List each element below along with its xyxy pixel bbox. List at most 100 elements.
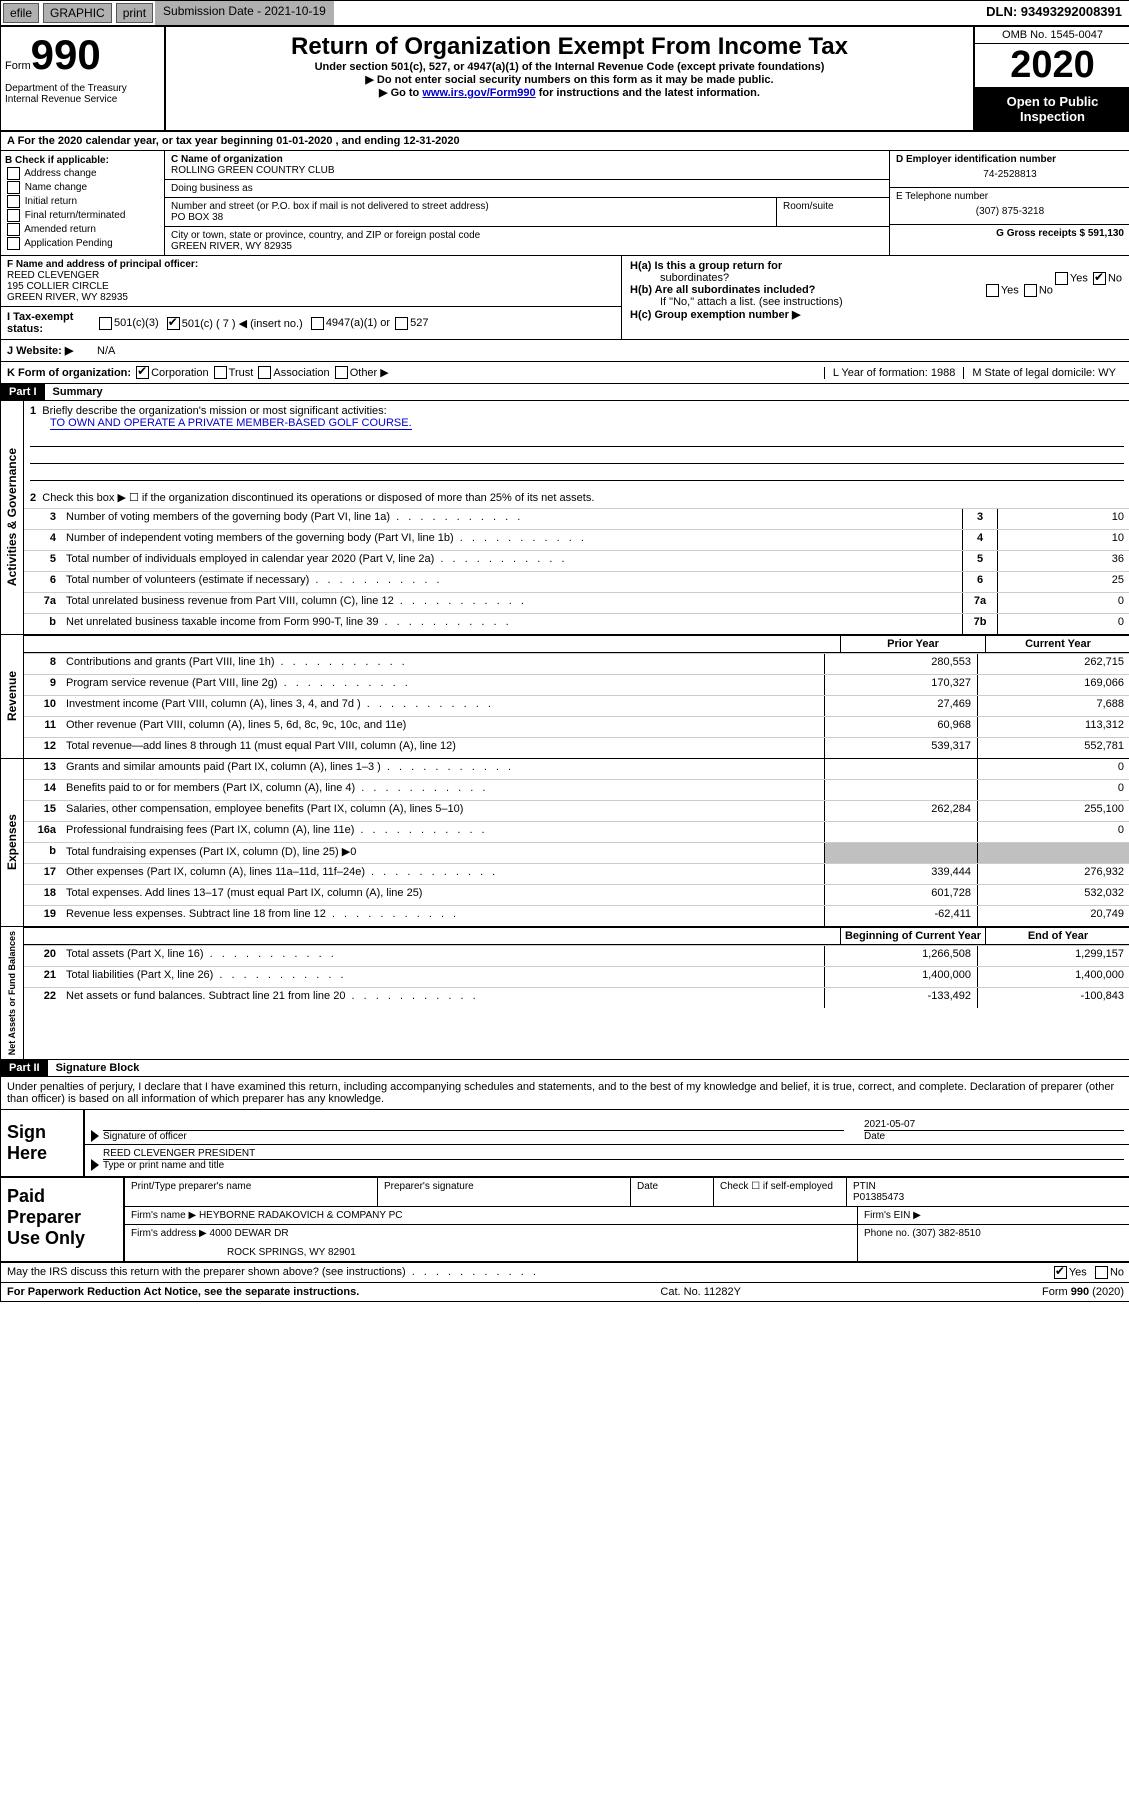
sign-here-label: Sign Here: [1, 1110, 83, 1176]
sign-block: Sign Here Signature of officer 2021-05-0…: [1, 1110, 1129, 1178]
graphic-btn[interactable]: GRAPHIC: [43, 3, 112, 23]
ptin-value: P01385473: [853, 1192, 1124, 1203]
chk-527[interactable]: [395, 317, 408, 330]
discuss-yes[interactable]: [1054, 1266, 1067, 1279]
hb-no[interactable]: [1024, 284, 1037, 297]
gov-line-7a: 7aTotal unrelated business revenue from …: [24, 592, 1129, 613]
sig-name-label: Type or print name and title: [103, 1160, 1124, 1171]
row-f-h: F Name and address of principal officer:…: [1, 256, 1129, 340]
dba-label: Doing business as: [171, 183, 883, 194]
l-year-formation: L Year of formation: 1988: [824, 367, 964, 379]
irs-link[interactable]: www.irs.gov/Form990: [422, 87, 535, 99]
section-expenses: Expenses 13Grants and similar amounts pa…: [1, 759, 1129, 927]
vert-net-assets: Net Assets or Fund Balances: [1, 927, 24, 1059]
org-name: ROLLING GREEN COUNTRY CLUB: [171, 165, 883, 176]
footer-row: For Paperwork Reduction Act Notice, see …: [1, 1283, 1129, 1301]
ha-yes[interactable]: [1055, 272, 1068, 285]
hb-label: H(b) Are all subordinates included? Yes …: [630, 284, 1122, 296]
website-row: J Website: ▶ N/A: [1, 340, 1129, 362]
e-phone-label: E Telephone number: [896, 191, 1124, 202]
gov-line-7b: bNet unrelated business taxable income f…: [24, 613, 1129, 634]
form-version: Form 990 (2020): [1042, 1286, 1124, 1298]
d-ein-label: D Employer identification number: [896, 154, 1124, 165]
rev-col-headers: Prior YearCurrent Year: [24, 635, 1129, 653]
vert-expenses: Expenses: [1, 759, 24, 926]
k-label: K Form of organization:: [7, 367, 131, 379]
chk-501c[interactable]: [167, 317, 180, 330]
org-city: GREEN RIVER, WY 82935: [171, 241, 883, 252]
m-state: M State of legal domicile: WY: [963, 367, 1124, 379]
chk-trust[interactable]: [214, 366, 227, 379]
officer-name: REED CLEVENGER: [7, 270, 615, 281]
section-revenue: Revenue Prior YearCurrent Year 8Contribu…: [1, 635, 1129, 759]
chk-501c3[interactable]: [99, 317, 112, 330]
chk-amended[interactable]: Amended return: [5, 223, 160, 236]
exp-line-14: 14Benefits paid to or for members (Part …: [24, 779, 1129, 800]
part1-header-row: Part I Summary: [1, 384, 1129, 401]
discuss-no[interactable]: [1095, 1266, 1108, 1279]
rev-line-10: 10Investment income (Part VIII, column (…: [24, 695, 1129, 716]
chk-final-return[interactable]: Final return/terminated: [5, 209, 160, 222]
chk-address-change[interactable]: Address change: [5, 167, 160, 180]
chk-corp[interactable]: [136, 366, 149, 379]
net-line-21: 21Total liabilities (Part X, line 26)1,4…: [24, 966, 1129, 987]
chk-other[interactable]: [335, 366, 348, 379]
irs-discuss-text: May the IRS discuss this return with the…: [7, 1266, 539, 1279]
part2-header-row: Part II Signature Block: [1, 1060, 1129, 1077]
form-box: Form990 Department of the Treasury Inter…: [1, 27, 166, 130]
part2-label: Part II: [1, 1060, 48, 1076]
chk-assoc[interactable]: [258, 366, 271, 379]
preparer-block: Paid Preparer Use Only Print/Type prepar…: [1, 1178, 1129, 1263]
part2-title: Signature Block: [48, 1060, 148, 1076]
col-d-ein: D Employer identification number 74-2528…: [889, 151, 1129, 255]
print-btn[interactable]: print: [116, 3, 153, 23]
hb-yes[interactable]: [986, 284, 999, 297]
line1-num: 1: [30, 405, 36, 417]
g-gross-receipts: G Gross receipts $ 591,130: [996, 228, 1124, 239]
chk-4947[interactable]: [311, 317, 324, 330]
ha-no[interactable]: [1093, 272, 1106, 285]
ptin-label: PTIN: [853, 1181, 1124, 1192]
chk-initial-return[interactable]: Initial return: [5, 195, 160, 208]
part1-title: Summary: [45, 384, 111, 400]
cat-no: Cat. No. 11282Y: [660, 1286, 741, 1298]
section-activities-gov: Activities & Governance 1 Briefly descri…: [1, 401, 1129, 635]
penalty-statement: Under penalties of perjury, I declare th…: [1, 1077, 1129, 1110]
subtitle-1: Under section 501(c), 527, or 4947(a)(1)…: [172, 61, 967, 73]
sig-arrow-icon: [91, 1130, 99, 1142]
ha-label: H(a) Is this a group return for subordin…: [630, 260, 1122, 284]
chk-app-pending[interactable]: Application Pending: [5, 237, 160, 250]
section-a-period: A For the 2020 calendar year, or tax yea…: [1, 132, 1129, 151]
firm-addr-label: Firm's address ▶: [131, 1228, 207, 1239]
f-officer-label: F Name and address of principal officer:: [7, 259, 615, 270]
exp-line-16b: bTotal fundraising expenses (Part IX, co…: [24, 842, 1129, 863]
mission-text: TO OWN AND OPERATE A PRIVATE MEMBER-BASE…: [50, 417, 412, 430]
prep-name-label: Print/Type preparer's name: [125, 1178, 378, 1206]
sig-date: 2021-05-07: [864, 1119, 1124, 1131]
col-c-main: C Name of organization ROLLING GREEN COU…: [165, 151, 889, 255]
gov-line-6: 6Total number of volunteers (estimate if…: [24, 571, 1129, 592]
submission-date: Submission Date - 2021-10-19: [155, 1, 334, 25]
prep-sig-label: Preparer's signature: [378, 1178, 631, 1206]
firm-addr1: 4000 DEWAR DR: [210, 1228, 289, 1239]
dln-label: DLN: 93493292008391: [978, 1, 1129, 25]
gov-line-5: 5Total number of individuals employed in…: [24, 550, 1129, 571]
efile-link[interactable]: efile: [3, 3, 39, 23]
officer-addr1: 195 COLLIER CIRCLE: [7, 281, 615, 292]
section-net-assets: Net Assets or Fund Balances Beginning of…: [1, 927, 1129, 1060]
sig-arrow-icon-2: [91, 1159, 99, 1171]
open-to-public: Open to Public Inspection: [975, 88, 1129, 130]
ein-value: 74-2528813: [896, 165, 1124, 184]
org-addr: PO BOX 38: [171, 212, 770, 223]
year-box: OMB No. 1545-0047 2020 Open to Public In…: [973, 27, 1129, 130]
exp-line-18: 18Total expenses. Add lines 13–17 (must …: [24, 884, 1129, 905]
firm-name: HEYBORNE RADAKOVICH & COMPANY PC: [199, 1210, 403, 1221]
city-label: City or town, state or province, country…: [171, 230, 883, 241]
title-box: Return of Organization Exempt From Incom…: [166, 27, 973, 130]
form-word: Form: [5, 60, 31, 72]
line2-text: Check this box ▶ ☐ if the organization d…: [42, 492, 594, 504]
exp-line-13: 13Grants and similar amounts paid (Part …: [24, 759, 1129, 779]
sig-officer-label: Signature of officer: [103, 1131, 844, 1142]
line2-num: 2: [30, 492, 36, 504]
chk-name-change[interactable]: Name change: [5, 181, 160, 194]
